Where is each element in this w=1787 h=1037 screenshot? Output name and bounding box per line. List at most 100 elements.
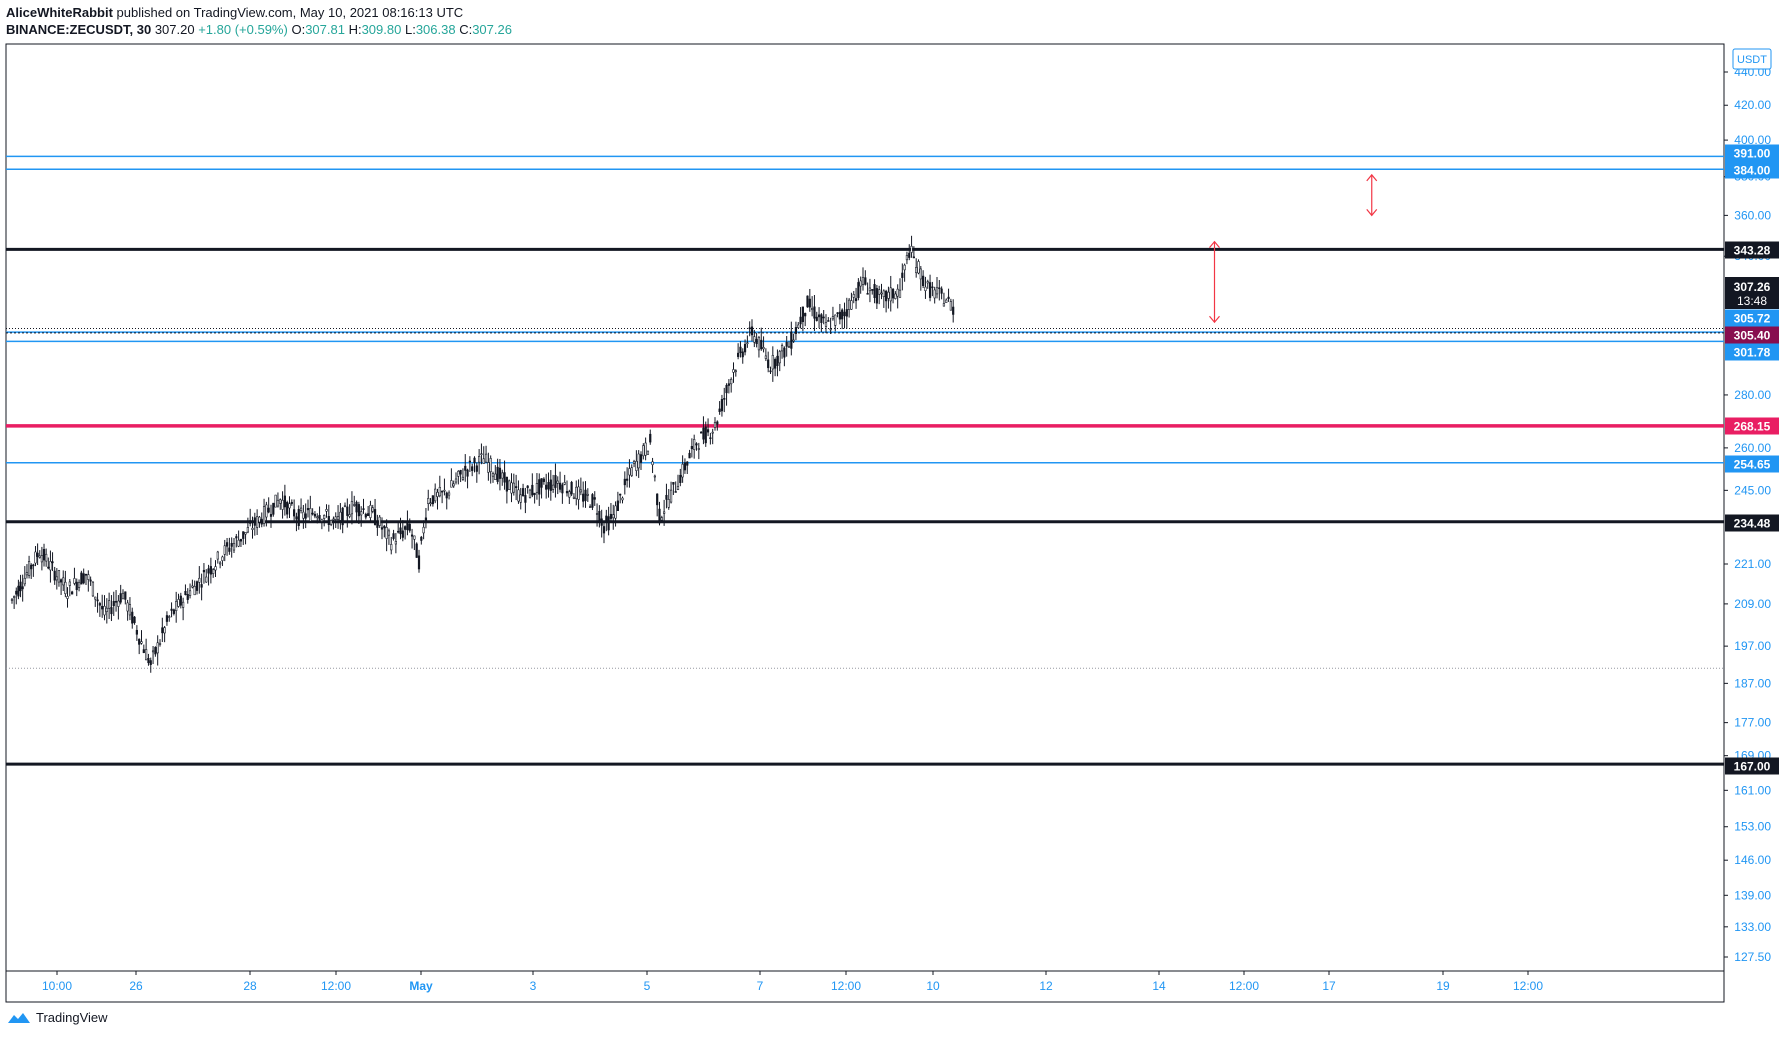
candle-body xyxy=(774,359,777,369)
low-value: 306.38 xyxy=(415,22,456,37)
level-label-167.00-bg xyxy=(1725,757,1779,775)
candle-body xyxy=(908,252,911,258)
candle-body xyxy=(917,261,920,274)
candle xyxy=(626,467,629,488)
candle xyxy=(179,592,182,609)
candle xyxy=(336,505,340,529)
tradingview-cloud-icon xyxy=(8,1012,30,1023)
y-tick-label: 161.00 xyxy=(1734,783,1771,797)
candle-body xyxy=(586,493,589,496)
candle xyxy=(367,505,370,517)
candle xyxy=(121,589,125,600)
candle-body xyxy=(528,489,532,499)
x-tick-label: 12 xyxy=(1039,979,1053,993)
candle xyxy=(225,537,229,556)
candle xyxy=(480,443,483,465)
y-tick-label: 221.00 xyxy=(1734,557,1771,571)
candle-body xyxy=(822,316,825,319)
candle-body xyxy=(857,282,860,298)
candle-body xyxy=(568,491,571,498)
candle-body xyxy=(600,518,603,526)
candle xyxy=(443,478,446,496)
candle-body xyxy=(216,551,219,560)
time-axis[interactable]: 10:00 26 28 12:00 May 3 5 7 12:00 10 12 14 12:00 17 19… xyxy=(42,971,1543,993)
candle xyxy=(249,508,252,527)
candle xyxy=(214,560,217,577)
candle-body xyxy=(438,486,441,497)
candle-body xyxy=(693,439,696,450)
candle xyxy=(517,480,520,504)
candle xyxy=(734,369,737,377)
candle xyxy=(778,349,781,372)
candle-body xyxy=(55,576,58,581)
currency-box[interactable] xyxy=(1732,48,1772,70)
candle xyxy=(737,343,740,360)
x-tick-label: 10:00 xyxy=(42,979,72,993)
candle xyxy=(575,480,578,506)
candle-body xyxy=(193,586,196,596)
candle xyxy=(558,471,562,493)
candle-body xyxy=(915,267,918,274)
candle-body xyxy=(935,287,939,295)
candle-body xyxy=(718,408,721,412)
candle xyxy=(110,595,113,622)
candle-body xyxy=(94,596,97,600)
candle xyxy=(683,458,687,474)
candle xyxy=(260,512,263,528)
candle-body xyxy=(274,494,277,508)
candle xyxy=(878,285,881,305)
author-name[interactable]: AliceWhiteRabbit xyxy=(6,5,113,20)
level-label-305.40-bg xyxy=(1725,326,1779,344)
candle-body xyxy=(933,289,936,299)
candle-body xyxy=(834,314,837,326)
candle-body xyxy=(760,339,763,350)
candle xyxy=(706,418,710,437)
candle xyxy=(868,278,872,303)
candle-body xyxy=(942,303,946,307)
candle-body xyxy=(787,346,791,348)
candle-body xyxy=(556,480,559,484)
x-tick-label: May xyxy=(409,979,433,993)
y-tick-label: 127.50 xyxy=(1734,950,1771,964)
candle xyxy=(59,578,63,595)
candle-body xyxy=(45,553,48,562)
candle-body xyxy=(68,581,71,586)
candle-body xyxy=(131,611,134,624)
candle-body xyxy=(535,483,539,493)
candle-body xyxy=(385,527,388,539)
candle-body xyxy=(716,421,719,425)
candle xyxy=(780,343,784,359)
candle xyxy=(554,463,557,498)
high-value: 309.80 xyxy=(361,22,402,37)
candle xyxy=(767,351,770,373)
candle xyxy=(205,569,208,583)
candle-body xyxy=(905,255,909,261)
candle-body xyxy=(727,383,730,386)
candle xyxy=(616,491,619,512)
candle xyxy=(168,614,171,622)
candle xyxy=(126,599,129,621)
candle xyxy=(45,548,48,567)
candle-body xyxy=(341,507,344,526)
price-axis[interactable]: 440.00420.00400.00380.00360.00340.00280.… xyxy=(1724,48,1772,964)
symbol-label[interactable]: BINANCE:ZECUSDT, 30 xyxy=(6,22,152,37)
candle xyxy=(549,470,552,501)
candle xyxy=(713,417,717,431)
candle-body xyxy=(112,600,115,607)
candle-body xyxy=(487,462,490,473)
candle-body xyxy=(949,301,952,311)
candle-body xyxy=(427,498,430,504)
candle-body xyxy=(910,245,913,253)
candle-body xyxy=(172,609,175,614)
candle xyxy=(256,509,259,536)
candle-body xyxy=(156,642,159,654)
candle xyxy=(186,588,189,604)
candle-body xyxy=(887,291,890,299)
tradingview-logo[interactable]: TradingView xyxy=(6,1010,108,1025)
candle xyxy=(589,504,592,508)
candle xyxy=(889,275,892,312)
candle xyxy=(822,310,825,325)
candle xyxy=(632,459,636,468)
candle-body xyxy=(848,299,851,311)
